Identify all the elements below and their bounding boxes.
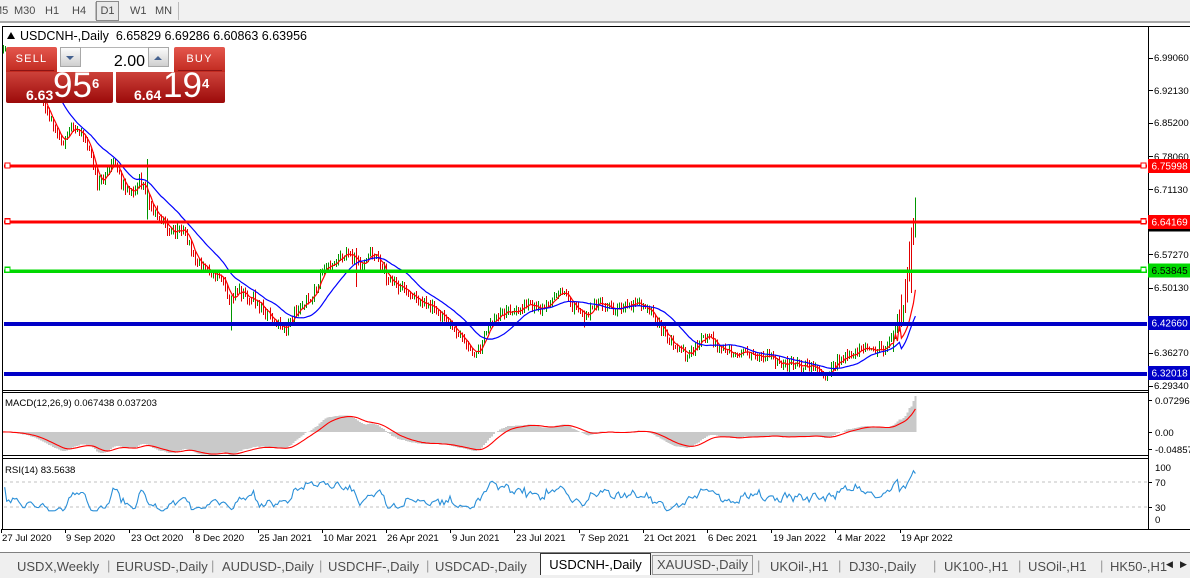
svg-text:MACD(12,26,9) 0.067438 0.03720: MACD(12,26,9) 0.067438 0.037203 [5,398,157,409]
svg-text:9 Jun 2021: 9 Jun 2021 [452,533,499,544]
svg-text:30: 30 [1155,503,1166,514]
svg-text:27 Jul 2020: 27 Jul 2020 [2,533,52,544]
svg-text:6.85200: 6.85200 [1154,118,1189,129]
svg-text:6.75998: 6.75998 [1152,162,1189,173]
svg-text:6.78060: 6.78060 [1154,152,1189,163]
svg-text:6.42660: 6.42660 [1152,318,1189,329]
svg-text:6.92130: 6.92130 [1154,86,1189,97]
svg-text:0: 0 [1155,515,1160,526]
svg-text:100: 100 [1155,463,1171,474]
svg-text:6.71130: 6.71130 [1154,185,1188,196]
svg-text:26 Apr 2021: 26 Apr 2021 [387,533,439,544]
svg-text:6.29340: 6.29340 [1154,381,1189,392]
svg-text:6.57270: 6.57270 [1154,250,1189,261]
svg-text:6.50130: 6.50130 [1154,283,1189,294]
svg-text:10 Mar 2021: 10 Mar 2021 [323,533,377,544]
svg-text:25 Jan 2021: 25 Jan 2021 [259,533,312,544]
svg-text:19 Apr 2022: 19 Apr 2022 [901,533,953,544]
svg-text:6.53845: 6.53845 [1152,266,1189,277]
svg-text:7 Sep 2021: 7 Sep 2021 [580,533,629,544]
svg-text:23 Oct 2020: 23 Oct 2020 [131,533,183,544]
svg-text:0.072963: 0.072963 [1155,396,1190,407]
svg-text:9 Sep 2020: 9 Sep 2020 [66,533,115,544]
svg-text:4 Mar 2022: 4 Mar 2022 [837,533,886,544]
svg-text:70: 70 [1155,478,1166,489]
svg-text:21 Oct 2021: 21 Oct 2021 [644,533,696,544]
svg-text:RSI(14) 83.5638: RSI(14) 83.5638 [5,465,75,476]
svg-text:6.99060: 6.99060 [1154,53,1189,64]
svg-text:0.00: 0.00 [1155,428,1174,439]
svg-text:19 Jan 2022: 19 Jan 2022 [773,533,826,544]
svg-text:-0.04857: -0.04857 [1155,445,1190,456]
svg-text:6 Dec 2021: 6 Dec 2021 [708,533,757,544]
svg-text:23 Jul 2021: 23 Jul 2021 [516,533,566,544]
svg-text:8 Dec 2020: 8 Dec 2020 [195,533,244,544]
svg-text:6.32018: 6.32018 [1152,368,1189,379]
svg-text:6.36270: 6.36270 [1154,348,1189,359]
svg-text:6.64169: 6.64169 [1152,217,1189,228]
